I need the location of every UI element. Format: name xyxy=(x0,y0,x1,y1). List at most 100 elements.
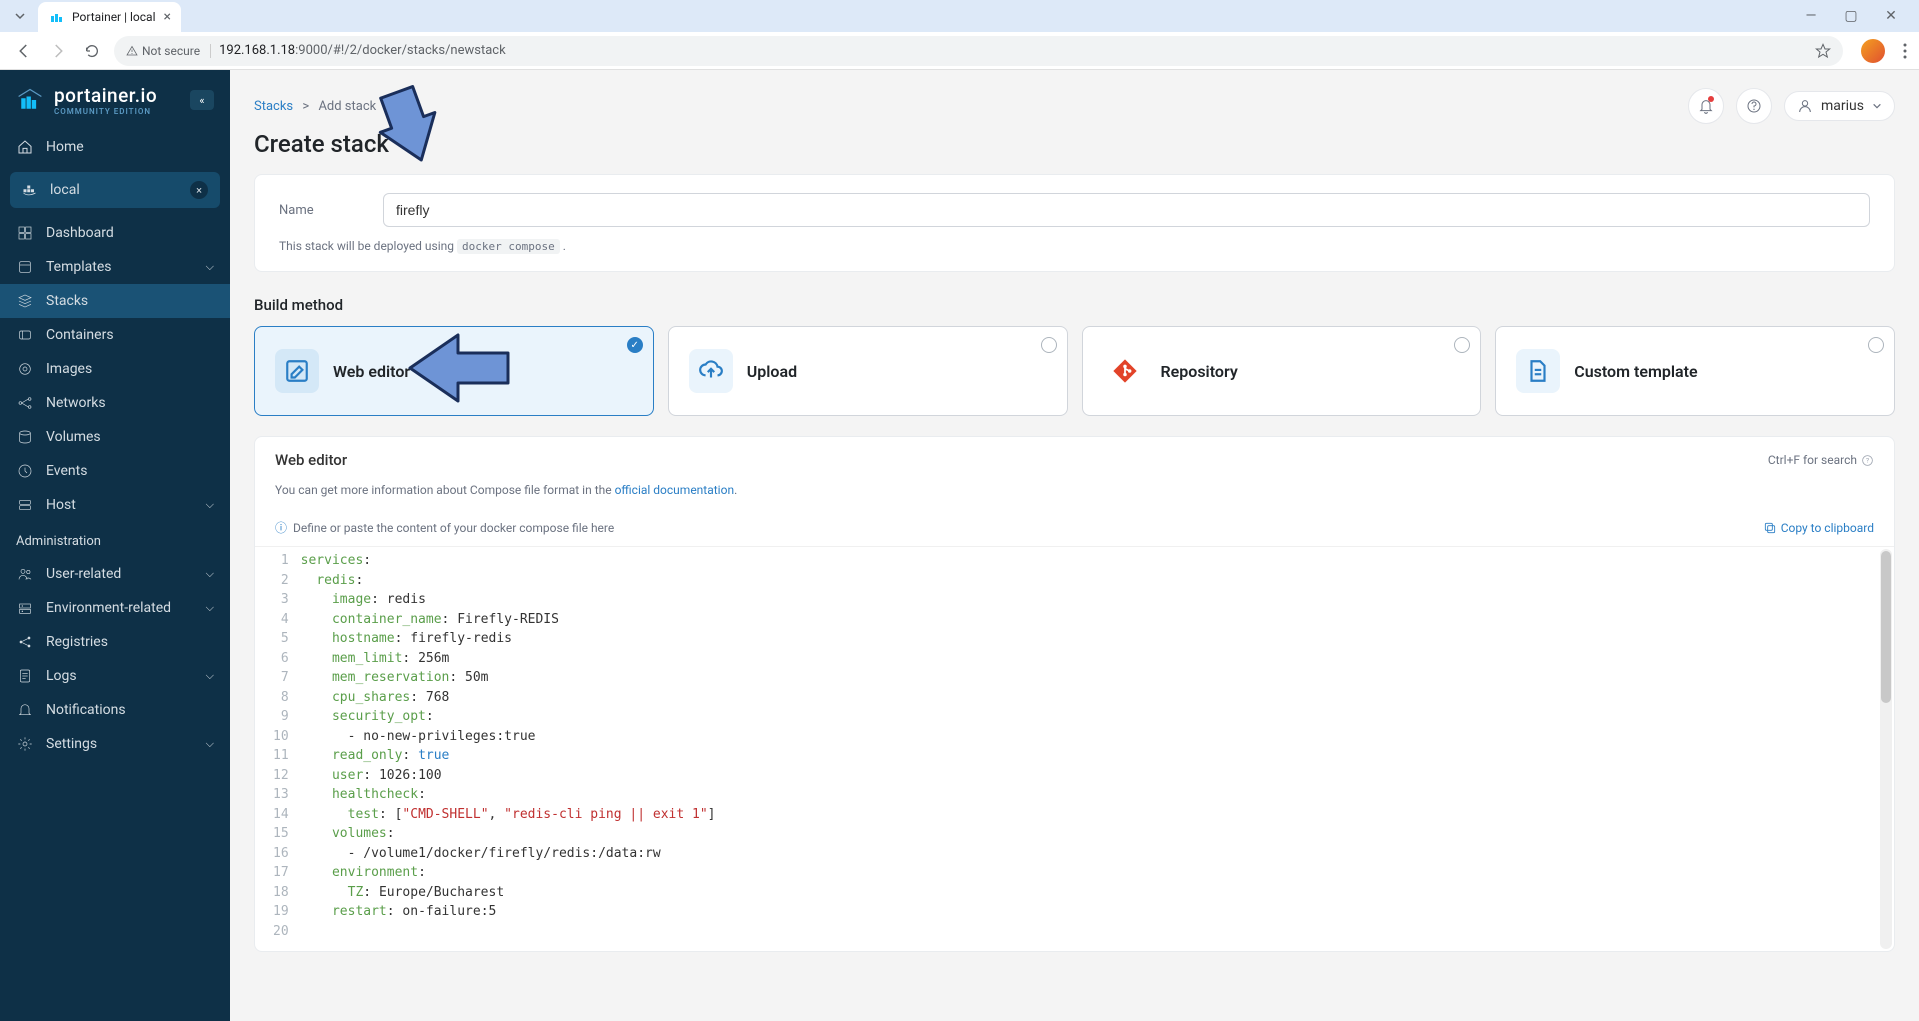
maximize-icon[interactable]: ▢ xyxy=(1839,8,1863,24)
scrollbar-thumb[interactable] xyxy=(1881,551,1891,703)
dashboard-icon xyxy=(16,225,34,241)
chevron-down-icon: ⌵ xyxy=(206,737,214,751)
info-icon: ⓘ xyxy=(275,519,287,536)
forward-icon[interactable] xyxy=(46,39,70,63)
method-title: Upload xyxy=(747,362,797,381)
sidebar-item-label: Images xyxy=(46,361,92,377)
volumes-icon xyxy=(16,429,34,445)
help-icon xyxy=(1746,98,1762,114)
user-menu[interactable]: marius xyxy=(1784,91,1895,121)
close-icon[interactable]: × xyxy=(164,9,171,25)
sidebar-item-images[interactable]: Images xyxy=(0,352,230,386)
sidebar-item-notifications[interactable]: Notifications xyxy=(0,693,230,727)
docs-link[interactable]: official documentation xyxy=(615,483,735,497)
code-editor[interactable]: 1234567891011121314151617181920 services… xyxy=(255,547,1894,951)
sidebar: portainer.io COMMUNITY EDITION « Home lo… xyxy=(0,70,230,1021)
back-icon[interactable] xyxy=(12,39,36,63)
profile-avatar-icon[interactable] xyxy=(1861,39,1885,63)
sidebar-item-host[interactable]: Host ⌵ xyxy=(0,488,230,522)
not-secure-badge[interactable]: Not secure xyxy=(126,44,211,58)
bookmark-icon[interactable] xyxy=(1815,43,1831,59)
sidebar-item-label: Logs xyxy=(46,668,77,684)
method-custom-template[interactable]: Custom template xyxy=(1495,326,1895,416)
networks-icon xyxy=(16,395,34,411)
docker-icon xyxy=(22,183,40,197)
minimize-icon[interactable]: — xyxy=(1799,8,1823,24)
env-close-icon[interactable]: × xyxy=(190,181,208,199)
notifications-icon xyxy=(16,702,34,718)
sidebar-item-templates[interactable]: Templates ⌵ xyxy=(0,250,230,284)
reload-icon[interactable] xyxy=(80,39,104,63)
sidebar-item-user-related[interactable]: User-related⌵ xyxy=(0,557,230,591)
home-icon xyxy=(16,139,34,155)
sidebar-item-home[interactable]: Home xyxy=(0,130,230,164)
environment-name: local xyxy=(50,182,80,198)
help-button[interactable] xyxy=(1736,88,1772,124)
help-icon[interactable]: ? xyxy=(1861,454,1874,467)
admin-section-label: Administration xyxy=(0,522,230,557)
code-content[interactable]: services: redis: image: redis container_… xyxy=(301,551,1894,941)
editor-scrollbar[interactable] xyxy=(1880,549,1892,949)
method-repository[interactable]: Repository xyxy=(1082,326,1482,416)
window-controls: — ▢ ✕ xyxy=(1799,8,1911,24)
sidebar-collapse-icon[interactable]: « xyxy=(190,90,214,110)
sidebar-item-logs[interactable]: Logs⌵ xyxy=(0,659,230,693)
method-web-editor[interactable]: Web editor xyxy=(254,326,654,416)
build-method-title: Build method xyxy=(254,296,1895,314)
chevron-down-icon: ⌵ xyxy=(206,260,214,274)
sidebar-item-volumes[interactable]: Volumes xyxy=(0,420,230,454)
name-label: Name xyxy=(279,203,359,218)
sidebar-item-label: Host xyxy=(46,497,76,513)
line-gutter: 1234567891011121314151617181920 xyxy=(255,551,301,941)
breadcrumb-stacks[interactable]: Stacks xyxy=(254,99,293,114)
method-upload[interactable]: Upload xyxy=(668,326,1068,416)
sidebar-item-dashboard[interactable]: Dashboard xyxy=(0,216,230,250)
kebab-menu-icon[interactable] xyxy=(1903,43,1907,59)
sidebar-item-networks[interactable]: Networks xyxy=(0,386,230,420)
refresh-icon[interactable] xyxy=(399,135,417,153)
portainer-logo-icon xyxy=(16,86,44,114)
radio-icon xyxy=(1868,337,1884,353)
warning-icon xyxy=(126,45,138,57)
logo[interactable]: portainer.io COMMUNITY EDITION « xyxy=(0,70,230,130)
stack-name-input[interactable] xyxy=(383,193,1870,227)
build-methods: Web editor Upload RepositoryCustom templat… xyxy=(254,326,1895,416)
user-icon xyxy=(1797,98,1813,114)
logo-text: portainer.io xyxy=(54,84,157,107)
environment-related-icon xyxy=(16,600,34,616)
sidebar-item-settings[interactable]: Settings⌵ xyxy=(0,727,230,761)
browser-tab[interactable]: Portainer | local × xyxy=(38,2,181,32)
sidebar-item-label: Volumes xyxy=(46,429,101,445)
sidebar-item-label: Environment-related xyxy=(46,600,171,616)
radio-icon xyxy=(627,337,643,353)
breadcrumb-current: Add stack xyxy=(318,99,376,114)
sidebar-item-label: Stacks xyxy=(46,293,88,309)
templates-icon xyxy=(16,259,34,275)
sidebar-item-label: User-related xyxy=(46,566,121,582)
sidebar-item-label: Home xyxy=(46,139,84,155)
edit-icon xyxy=(275,349,319,393)
sidebar-item-registries[interactable]: Registries xyxy=(0,625,230,659)
sidebar-item-label: Templates xyxy=(46,259,112,275)
method-title: Web editor xyxy=(333,362,410,381)
sidebar-item-label: Dashboard xyxy=(46,225,114,241)
breadcrumb: Stacks > Add stack xyxy=(254,99,376,114)
portainer-favicon-icon xyxy=(48,9,64,25)
stacks-icon xyxy=(16,293,34,309)
tab-title: Portainer | local xyxy=(72,10,156,24)
copy-button[interactable]: Copy to clipboard xyxy=(1763,521,1874,535)
sidebar-item-stacks[interactable]: Stacks xyxy=(0,284,230,318)
sidebar-item-containers[interactable]: Containers xyxy=(0,318,230,352)
editor-subtext: You can get more information about Compo… xyxy=(255,483,1894,509)
editor-panel: Web editor Ctrl+F for search ? You can g… xyxy=(254,436,1895,952)
sidebar-item-events[interactable]: Events xyxy=(0,454,230,488)
chevron-down-icon: ⌵ xyxy=(206,498,214,512)
close-window-icon[interactable]: ✕ xyxy=(1879,8,1903,24)
sidebar-item-environment-related[interactable]: Environment-related⌵ xyxy=(0,591,230,625)
environment-badge[interactable]: local × xyxy=(10,172,220,208)
notifications-button[interactable] xyxy=(1688,88,1724,124)
svg-text:?: ? xyxy=(1866,456,1869,464)
tab-search-icon[interactable] xyxy=(8,4,32,28)
address-bar[interactable]: Not secure 192.168.1.18:9000/#!/2/docker… xyxy=(114,36,1843,66)
sidebar-item-label: Events xyxy=(46,463,87,479)
